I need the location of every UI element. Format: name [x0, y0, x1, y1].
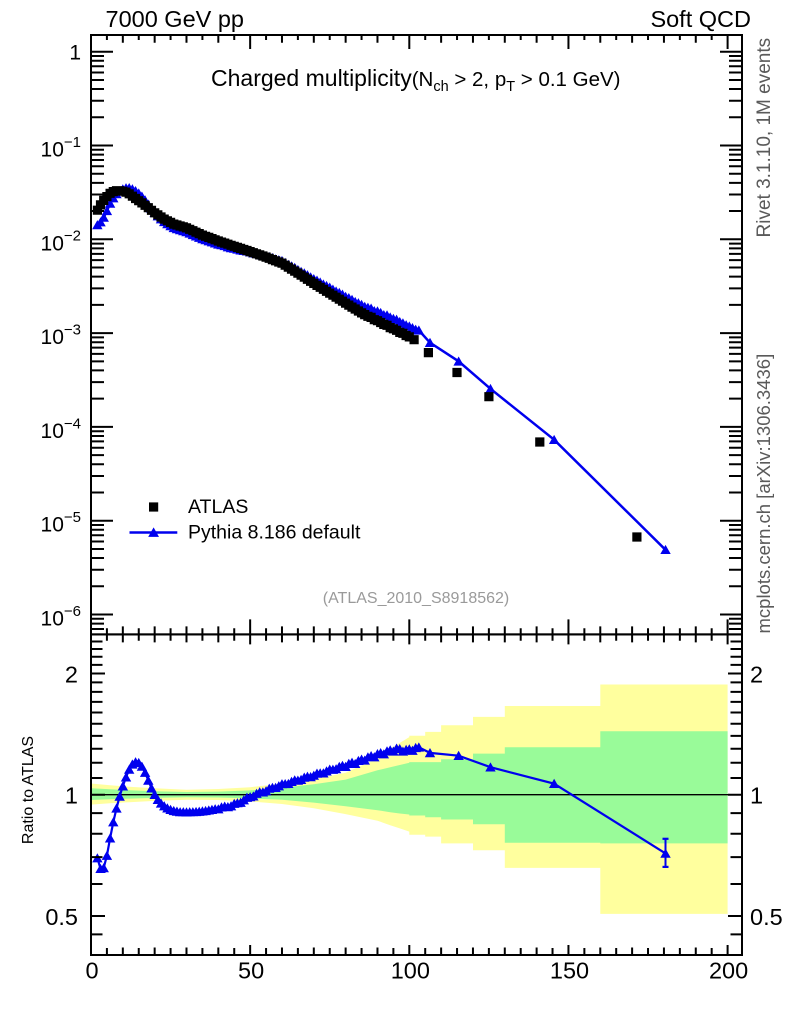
svg-text:Rivet 3.1.10, 1M events: Rivet 3.1.10, 1M events	[754, 38, 775, 238]
svg-text:2: 2	[65, 661, 78, 687]
svg-text:150: 150	[550, 958, 589, 984]
svg-text:0.5: 0.5	[750, 904, 783, 930]
svg-text:0: 0	[85, 958, 98, 984]
svg-text:100: 100	[391, 958, 430, 984]
svg-text:200: 200	[709, 958, 748, 984]
svg-text:0.5: 0.5	[45, 904, 78, 930]
svg-text:(ATLAS_2010_S8918562): (ATLAS_2010_S8918562)	[323, 590, 510, 607]
svg-text:1: 1	[69, 42, 81, 65]
svg-text:Soft QCD: Soft QCD	[650, 6, 751, 32]
svg-text:mcplots.cern.ch [arXiv:1306.34: mcplots.cern.ch [arXiv:1306.3436]	[753, 354, 774, 634]
svg-text:ATLAS: ATLAS	[188, 496, 248, 518]
svg-text:7000 GeV pp: 7000 GeV pp	[106, 6, 245, 32]
svg-text:1: 1	[65, 783, 78, 809]
svg-text:1: 1	[750, 783, 763, 809]
svg-text:10−6: 10−6	[41, 603, 81, 631]
svg-text:Pythia 8.186 default: Pythia 8.186 default	[188, 522, 361, 544]
svg-text:10−2: 10−2	[41, 228, 81, 256]
svg-text:Charged multiplicity(Nch > 2,: Charged multiplicity(Nch > 2, pT > 0.1 G…	[211, 65, 621, 95]
svg-text:50: 50	[238, 958, 264, 984]
svg-text:Ratio to ATLAS: Ratio to ATLAS	[20, 736, 37, 844]
svg-text:2: 2	[750, 661, 763, 687]
